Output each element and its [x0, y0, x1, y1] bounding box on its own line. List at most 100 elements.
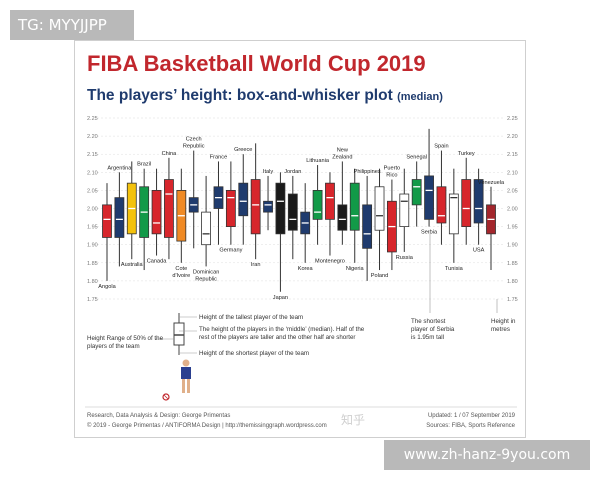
box-team-canada: [151, 168, 162, 256]
box: [225, 189, 236, 227]
y-tick-label-left: 2.10: [87, 170, 98, 176]
team-label: Senegal: [406, 154, 427, 160]
footer-updated: Updated: 1 / 07 September 2019: [428, 413, 516, 419]
box-layer: [102, 128, 496, 292]
team-label: Canada: [147, 259, 167, 265]
team-label: Spain: [434, 144, 448, 150]
team-label: Russia: [396, 255, 414, 261]
serbia-note-3: is 1.95m tall: [411, 334, 444, 341]
team-label: USA: [473, 248, 485, 254]
y-tick-label-right: 1.80: [507, 279, 518, 285]
box-team-lithuania: [312, 165, 323, 245]
box-team-czech-republic: [188, 150, 199, 249]
footer-credit: Research, Data Analysis & Design: George…: [87, 413, 230, 419]
box-team-spain: [436, 150, 447, 245]
team-label: China: [162, 151, 178, 157]
box-team-philippines: [362, 175, 373, 281]
team-label: Iran: [251, 262, 261, 268]
team-label: Korea: [298, 266, 314, 272]
box-team-japan: [275, 172, 286, 292]
team-label: d'Ivoire: [172, 273, 190, 279]
box-team-cote-d-ivoire: [176, 168, 187, 263]
units-note-1: Height in: [491, 318, 516, 325]
box: [424, 175, 434, 220]
legend-shortest-text: Height of the shortest player of the tea…: [199, 350, 309, 357]
box-team-new-zealand: [337, 161, 348, 245]
legend-middle-text-2: rest of the players are taller and the o…: [199, 334, 356, 341]
box-team-poland: [374, 168, 385, 271]
box: [399, 193, 410, 228]
subtitle-median: (median): [397, 91, 443, 103]
y-tick-label-left: 2.25: [87, 116, 98, 122]
team-label: Republic: [195, 276, 217, 282]
y-tick-label-left: 1.85: [87, 261, 98, 267]
box: [411, 179, 422, 206]
legend-range-text-2: players of the team: [87, 343, 140, 350]
box: [201, 211, 211, 246]
box: [337, 204, 348, 231]
team-label: Puerto: [384, 166, 400, 172]
box-team-argentina: [114, 172, 125, 267]
team-label: Serbia: [421, 230, 438, 236]
team-label: Zealand: [332, 154, 352, 160]
box: [238, 182, 249, 217]
box: [312, 189, 323, 220]
y-tick-label-right: 1.75: [507, 297, 518, 303]
box: [349, 182, 360, 231]
y-tick-label-left: 2.05: [87, 188, 98, 194]
team-label-layer: Angola Argentina Australia Brazil Canada Chin…: [98, 137, 505, 301]
footer-copyright: © 2019 - George Primentas / ANTIFORMA De…: [87, 422, 327, 429]
team-label: France: [210, 154, 227, 160]
box-team-china: [164, 157, 174, 260]
legend-tallest-text: Height of the tallest player of the team: [199, 314, 303, 321]
team-label: Tunisia: [445, 266, 464, 272]
box-team-germany: [225, 161, 236, 245]
box: [102, 204, 112, 238]
y-tick-label-left: 1.90: [87, 243, 98, 249]
team-label: Rico: [386, 173, 397, 179]
footer-sources: Sources: FIBA, Sports Reference: [426, 423, 515, 429]
y-tick-label-left: 2.00: [87, 207, 98, 213]
box-team-dominican-republic: [201, 175, 211, 267]
chart-title: FIBA Basketball World Cup 2019: [87, 51, 426, 76]
team-label: Brazil: [137, 162, 151, 168]
box: [263, 200, 273, 213]
box: [151, 189, 162, 235]
box-team-venezuela: [486, 186, 496, 271]
box-team-korea: [300, 183, 311, 263]
box: [287, 193, 298, 231]
team-label: Angola: [98, 284, 116, 290]
team-label: Czech: [186, 137, 202, 143]
y-tick-label-left: 1.80: [87, 279, 98, 285]
y-tick-label-left: 1.95: [87, 225, 98, 231]
site-watermark: www.zh-hanz-9you.com: [384, 440, 590, 470]
box: [275, 182, 286, 235]
y-tick-label-right: 2.25: [507, 116, 518, 122]
team-label: Philippines: [354, 169, 381, 175]
team-label: Australia: [121, 262, 144, 268]
box: [436, 186, 447, 224]
legend-range-text-1: Height Range of 50% of the: [87, 335, 164, 342]
box-team-australia: [126, 161, 137, 260]
box: [362, 204, 373, 249]
team-label: Nigeria: [346, 266, 365, 272]
team-label: Japan: [273, 295, 288, 301]
team-label: Venezuela: [478, 180, 505, 186]
box-team-angola: [102, 183, 112, 281]
team-label: New: [337, 147, 349, 153]
team-label: Republic: [183, 144, 205, 150]
box-team-serbia: [424, 128, 434, 227]
team-label: Germany: [219, 248, 242, 254]
box-team-puerto-rico: [387, 179, 397, 271]
box-team-greece: [238, 154, 249, 245]
box-team-france: [213, 161, 224, 245]
box: [164, 179, 174, 238]
zh-watermark: 知乎: [341, 413, 366, 427]
box-team-tunisia: [448, 168, 459, 263]
player-head: [182, 359, 190, 367]
y-tick-label-left: 1.75: [87, 297, 98, 303]
y-tick-label-left: 2.15: [87, 152, 98, 158]
legend-illustration: [155, 313, 197, 401]
team-label: Dominican: [193, 269, 219, 275]
team-label: Montenegro: [315, 259, 345, 265]
